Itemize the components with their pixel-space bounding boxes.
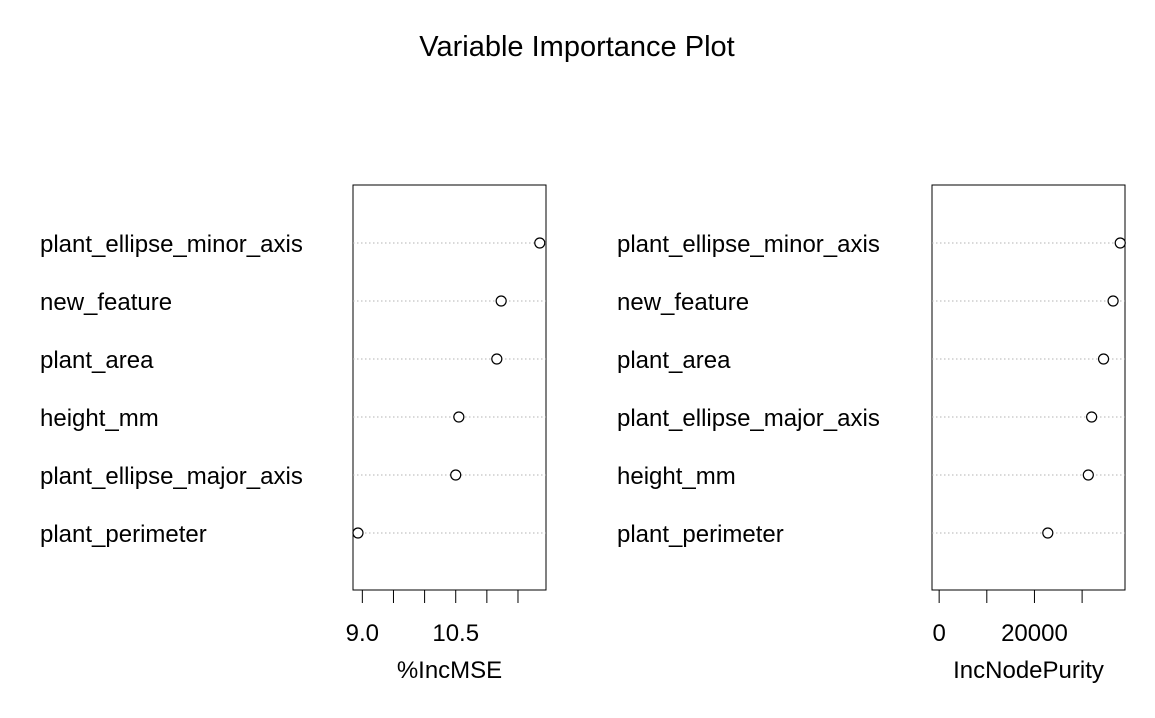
variable-label: new_feature <box>40 289 172 316</box>
chart-title: Variable Importance Plot <box>419 31 734 63</box>
importance-point <box>1114 237 1126 249</box>
importance-point <box>534 237 546 249</box>
importance-point <box>450 469 462 481</box>
incnodepurity-panel: plant_ellipse_minor_axis new_featureplant… <box>617 184 1126 684</box>
importance-point <box>1082 469 1094 481</box>
variable-label: plant_ellipse_minor_axis <box>617 231 880 258</box>
x-tick-label: 10.5 <box>432 620 479 647</box>
x-axis-title: %IncMSE <box>397 657 502 684</box>
importance-point <box>1107 295 1119 307</box>
plot-frame <box>352 184 547 591</box>
x-tick-label: 0 <box>932 620 945 647</box>
incmse-panel: plant_ellipse_minor_axis new_featureplant… <box>40 184 547 684</box>
importance-point <box>352 527 364 539</box>
importance-point <box>495 295 507 307</box>
plot-frame <box>931 184 1126 591</box>
importance-point <box>453 411 465 423</box>
variable-label: plant_perimeter <box>40 521 207 548</box>
variable-label: height_mm <box>617 463 736 490</box>
variable-label: plant_perimeter <box>617 521 784 548</box>
variable-label: plant_ellipse_minor_axis <box>40 231 303 258</box>
x-tick-label: 20000 <box>1001 620 1068 647</box>
importance-point <box>491 353 503 365</box>
variable-label: plant_area <box>617 347 731 374</box>
x-axis-title: IncNodePurity <box>953 657 1104 684</box>
importance-point <box>1042 527 1054 539</box>
x-tick-label: 9.0 <box>346 620 379 647</box>
importance-point <box>1086 411 1098 423</box>
importance-point <box>1097 353 1110 365</box>
variable-label: plant_area <box>40 347 154 374</box>
variable-label: height_mm <box>40 405 159 432</box>
variable-label: plant_ellipse_major_axis <box>617 405 880 432</box>
variable-label: plant_ellipse_major_axis <box>40 463 303 490</box>
variable-label: new_feature <box>617 289 749 316</box>
